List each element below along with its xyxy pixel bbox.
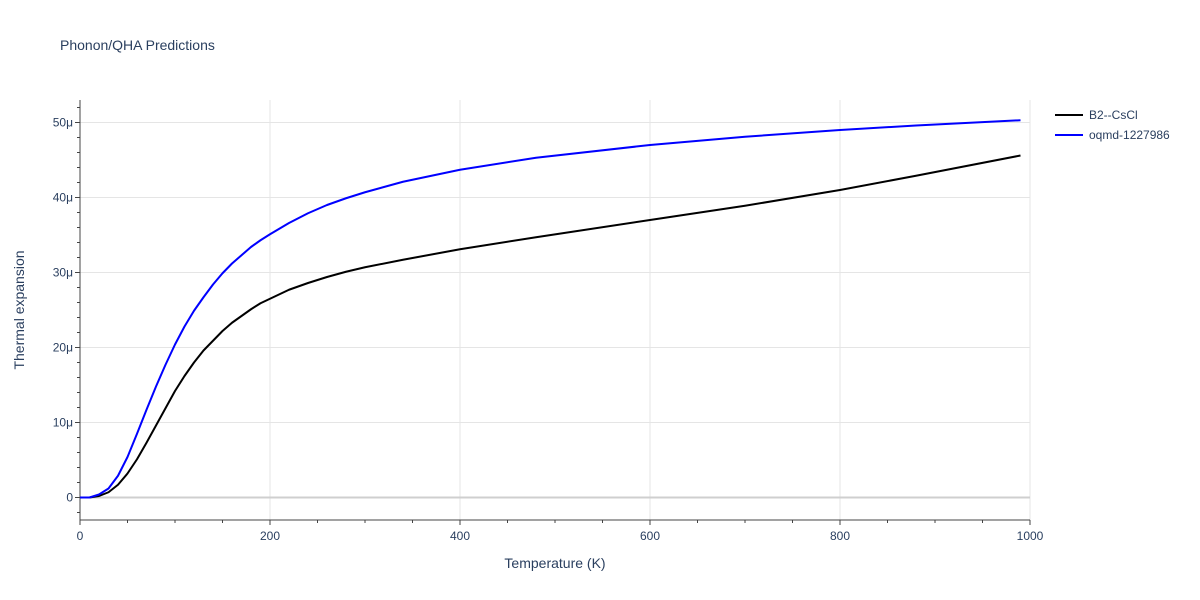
axes: [75, 100, 1031, 525]
x-axis-ticks: 0 200 400 600 800 1000: [77, 529, 1044, 543]
x-tick-label: 1000: [1017, 529, 1044, 543]
legend-label: B2--CsCl: [1089, 108, 1138, 122]
y-axis-ticks: 0 10μ 20μ 30μ 40μ 50μ: [53, 116, 74, 505]
chart-title: Phonon/QHA Predictions: [60, 37, 215, 53]
y-tick-label: 10μ: [53, 416, 73, 430]
x-tick-label: 0: [77, 529, 84, 543]
y-tick-label: 50μ: [53, 116, 73, 130]
x-tick-label: 400: [450, 529, 470, 543]
series-line-2: [80, 119, 1021, 499]
grid: [80, 100, 1031, 520]
legend[interactable]: B2--CsCl oqmd-1227986: [1055, 108, 1170, 142]
x-tick-label: 600: [640, 529, 660, 543]
y-tick-label: 20μ: [53, 341, 73, 355]
y-tick-label: 0: [66, 491, 73, 505]
y-tick-label: 30μ: [53, 266, 73, 280]
series-layer: [80, 119, 1021, 499]
y-tick-label: 40μ: [53, 191, 73, 205]
y-axis-title: Thermal expansion: [11, 250, 27, 369]
x-tick-label: 800: [830, 529, 850, 543]
x-tick-label: 200: [260, 529, 280, 543]
x-axis-title: Temperature (K): [504, 555, 605, 571]
series-line-1: [80, 154, 1021, 499]
legend-item[interactable]: B2--CsCl: [1055, 108, 1138, 122]
legend-item[interactable]: oqmd-1227986: [1055, 128, 1170, 142]
legend-label: oqmd-1227986: [1089, 128, 1170, 142]
